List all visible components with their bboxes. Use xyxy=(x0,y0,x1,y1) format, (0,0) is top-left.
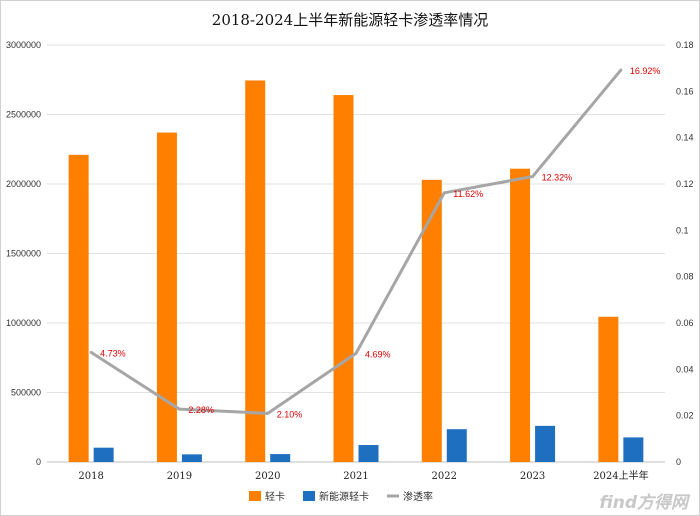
legend-label: 轻卡 xyxy=(265,490,285,503)
penetration-rate-point xyxy=(177,407,181,411)
y-left-tick-label: 1500000 xyxy=(6,249,41,259)
penetration-rate-label: 16.92% xyxy=(630,66,661,76)
penetration-rate-label: 2.28% xyxy=(188,405,214,415)
ev-light-truck-bar xyxy=(181,454,202,462)
penetration-rate-point xyxy=(531,175,535,179)
legend-swatch xyxy=(303,491,315,501)
y-right-tick-label: 0.02 xyxy=(676,411,694,421)
legend-label: 新能源轻卡 xyxy=(319,490,369,503)
penetration-rate-point xyxy=(266,411,270,415)
x-tick-label: 2024上半年 xyxy=(593,469,648,482)
light-truck-bar xyxy=(245,80,266,462)
penetration-rate-label: 12.32% xyxy=(542,173,573,183)
ev-light-truck-bar xyxy=(93,447,114,462)
y-left-tick-label: 3000000 xyxy=(6,40,41,50)
x-tick-label: 2022 xyxy=(432,471,457,482)
ev-light-truck-bar xyxy=(623,437,644,462)
y-right-tick-label: 0.06 xyxy=(676,318,694,328)
y-right-tick-label: 0.18 xyxy=(676,40,694,50)
y-left-tick-label: 2000000 xyxy=(6,179,41,189)
y-right-tick-label: 0.08 xyxy=(676,272,694,282)
penetration-rate-point xyxy=(89,350,93,354)
y-right-tick-label: 0.12 xyxy=(676,179,694,189)
penetration-rate-point xyxy=(442,191,446,195)
penetration-rate-label: 4.73% xyxy=(100,348,126,358)
light-truck-bar xyxy=(156,132,177,462)
x-tick-label: 2023 xyxy=(520,471,545,482)
penetration-rate-label: 2.10% xyxy=(277,409,303,419)
x-tick-label: 2020 xyxy=(255,471,280,482)
y-right-tick-label: 0.1 xyxy=(676,225,689,235)
y-left-tick-label: 1000000 xyxy=(6,318,41,328)
chart-title: 2018-2024上半年新能源轻卡渗透率情况 xyxy=(211,11,489,29)
y-left-tick-label: 2500000 xyxy=(6,110,41,120)
y-right-tick-label: 0.14 xyxy=(676,133,694,143)
legend-label: 渗透率 xyxy=(403,490,433,503)
y-left-tick-label: 500000 xyxy=(11,388,41,398)
x-tick-label: 2018 xyxy=(78,471,103,482)
x-tick-label: 2019 xyxy=(167,471,192,482)
y-right-tick-label: 0 xyxy=(676,457,681,467)
light-truck-bar xyxy=(421,179,442,462)
ev-light-truck-bar xyxy=(358,445,379,462)
ev-light-truck-bar xyxy=(535,425,556,462)
penetration-rate-point xyxy=(619,68,623,72)
watermark-logo: find方得网 xyxy=(599,493,688,513)
light-truck-bar xyxy=(598,316,619,462)
ev-light-truck-bar xyxy=(446,429,467,462)
x-tick-label: 2021 xyxy=(343,471,368,482)
legend-swatch xyxy=(249,491,261,501)
light-truck-bar xyxy=(333,95,354,462)
light-truck-bar xyxy=(68,154,89,462)
y-right-tick-label: 0.16 xyxy=(676,86,694,96)
penetration-rate-label: 11.62% xyxy=(453,189,483,199)
ev-light-truck-bar xyxy=(270,454,291,462)
light-truck-bar xyxy=(510,168,531,462)
penetration-rate-point xyxy=(354,351,358,355)
penetration-rate-label: 4.69% xyxy=(365,349,391,359)
y-right-tick-label: 0.04 xyxy=(676,364,694,374)
y-left-tick-label: 0 xyxy=(36,457,41,467)
